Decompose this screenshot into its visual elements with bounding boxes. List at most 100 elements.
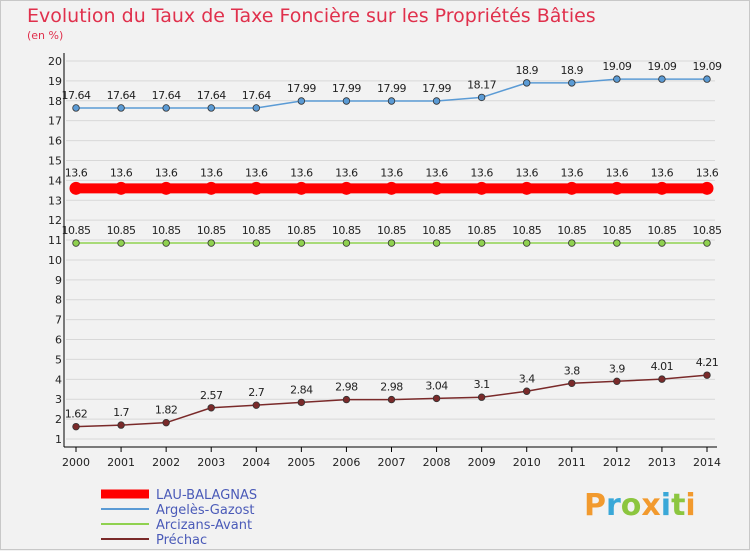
data-point [477, 93, 486, 102]
y-tick-label: 11 [48, 234, 62, 247]
data-label: 10.85 [693, 224, 722, 237]
x-tick-label: 2008 [423, 456, 451, 469]
x-tick-label: 2004 [242, 456, 270, 469]
data-label: 10.85 [512, 224, 541, 237]
data-label: 13.6 [65, 166, 88, 179]
data-label: 2.98 [335, 381, 358, 394]
data-point [117, 421, 125, 429]
x-tick-label: 2012 [603, 456, 631, 469]
data-point [117, 104, 125, 112]
y-tick-label: 15 [48, 154, 62, 167]
logo-letter: P [584, 488, 606, 523]
series-layer [69, 75, 714, 431]
data-point [613, 75, 621, 83]
data-point [658, 239, 666, 247]
logo-letter: t [671, 488, 686, 523]
data-label: 10.85 [602, 224, 631, 237]
data-label: 10.85 [287, 224, 316, 237]
x-tick-label: 2011 [558, 456, 586, 469]
logo-letter: r [606, 488, 621, 523]
y-tick-label: 17 [48, 115, 62, 128]
data-point [387, 97, 396, 105]
data-point [342, 395, 351, 404]
data-point [252, 401, 260, 409]
data-point [249, 181, 263, 195]
data-label: 10.85 [107, 224, 136, 237]
data-point [342, 239, 351, 247]
data-point [114, 181, 128, 195]
data-label: 10.85 [197, 224, 226, 237]
data-point [207, 104, 215, 112]
data-label: 3.8 [564, 364, 580, 377]
data-label: 10.85 [332, 224, 361, 237]
data-point [159, 181, 173, 195]
data-label: 13.6 [515, 166, 538, 179]
data-label: 10.85 [152, 224, 181, 237]
data-point [610, 181, 624, 195]
data-point [162, 418, 170, 427]
data-label: 13.6 [290, 166, 313, 179]
data-point [613, 377, 621, 386]
data-label: 13.6 [470, 166, 493, 179]
data-label: 17.99 [422, 82, 451, 95]
y-tick-label: 16 [48, 135, 62, 148]
y-tick-label: 4 [55, 373, 62, 386]
data-label: 17.64 [242, 89, 271, 102]
data-label: 13.6 [561, 166, 584, 179]
data-label: 17.64 [62, 89, 91, 102]
data-point [613, 239, 621, 247]
data-label: 10.85 [422, 224, 451, 237]
data-point [432, 97, 441, 105]
data-point [475, 181, 489, 195]
x-tick-label: 2014 [693, 456, 721, 469]
data-label: 19.09 [693, 60, 722, 73]
data-label: 17.64 [197, 89, 226, 102]
data-label: 4.01 [651, 360, 674, 373]
x-tick-label: 2006 [332, 456, 360, 469]
data-point [432, 239, 441, 247]
data-label: 17.64 [152, 89, 181, 102]
data-point [342, 97, 351, 105]
y-tick-label: 7 [55, 314, 62, 327]
data-point [703, 75, 711, 83]
data-label: 13.6 [425, 166, 448, 179]
data-label: 1.7 [113, 406, 129, 419]
data-label: 2.84 [290, 383, 313, 396]
data-label: 13.6 [335, 166, 358, 179]
data-label: 2.7 [248, 386, 264, 399]
x-tick-label: 2009 [468, 456, 496, 469]
data-label: 10.85 [242, 224, 271, 237]
data-point [252, 239, 260, 247]
data-point [703, 371, 711, 379]
data-point [387, 239, 396, 247]
data-label: 4.21 [696, 356, 719, 369]
label-layer: 13.6 13.6 13.6 13.6 13.6 13.6 13.6 13.6 13.6 13.6… [62, 60, 723, 421]
data-label: 17.99 [287, 82, 316, 95]
data-label: 2.98 [380, 381, 403, 394]
x-tick-label: 2003 [197, 456, 225, 469]
data-point [568, 239, 576, 247]
data-point [72, 239, 80, 247]
data-label: 17.99 [332, 82, 361, 95]
y-tick-label: 18 [48, 95, 62, 108]
legend-label: LAU-BALAGNAS [156, 488, 257, 503]
data-point [523, 239, 531, 247]
y-tick-label: 1 [55, 433, 62, 446]
data-point [385, 181, 398, 195]
y-tick-label: 12 [48, 214, 62, 227]
data-point [658, 375, 666, 383]
legend-layer: LAU-BALAGNASArgelès-GazostArcizans-Avant… [101, 488, 257, 548]
data-label: 13.6 [245, 166, 268, 179]
data-label: 10.85 [647, 224, 676, 237]
data-label: 13.6 [200, 166, 223, 179]
data-point [294, 181, 308, 195]
data-point [204, 181, 218, 195]
y-tick-label: 19 [48, 75, 62, 88]
data-point [162, 239, 170, 247]
data-point [658, 75, 666, 83]
proxiti-logo: Proxiti [584, 488, 696, 523]
data-label: 13.6 [651, 166, 674, 179]
data-label: 3.04 [425, 379, 448, 392]
